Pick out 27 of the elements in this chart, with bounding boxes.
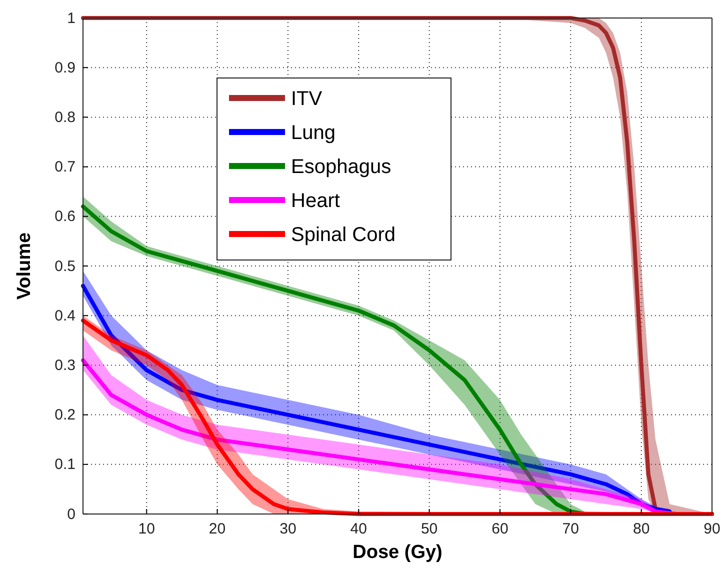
legend-label: Lung (291, 122, 336, 144)
x-tick-label: 30 (280, 520, 296, 538)
x-tick-label: 80 (632, 520, 650, 538)
x-tick-label: 70 (562, 520, 579, 538)
y-tick-label: 0.8 (54, 109, 76, 126)
x-tick-label: 90 (704, 520, 720, 538)
y-tick-label: 0.7 (54, 158, 76, 176)
y-tick-label: 0.1 (54, 456, 76, 474)
x-tick-label: 40 (350, 520, 367, 538)
y-tick-label: 0.3 (54, 357, 76, 374)
y-tick-label: 0.6 (54, 208, 76, 226)
y-axis-title: Volume (14, 232, 35, 300)
y-tick-label: 0.5 (54, 258, 76, 275)
y-tick-label: 1 (67, 10, 76, 27)
y-tick-label: 0.2 (54, 406, 76, 424)
legend-label: ITV (291, 88, 323, 110)
x-tick-label: 10 (138, 520, 155, 538)
x-tick-label: 50 (420, 520, 438, 538)
y-tick-label: 0.9 (54, 59, 76, 76)
y-tick-label: 0.4 (54, 307, 76, 324)
x-tick-label: 60 (492, 520, 508, 538)
x-tick-label: 20 (208, 520, 226, 538)
x-axis-title: Dose (Gy) (352, 542, 442, 563)
legend-label: Spinal Cord (291, 224, 396, 246)
y-tick-label: 0 (67, 506, 76, 523)
legend-label: Heart (291, 190, 340, 212)
legend-label: Esophagus (291, 156, 392, 178)
